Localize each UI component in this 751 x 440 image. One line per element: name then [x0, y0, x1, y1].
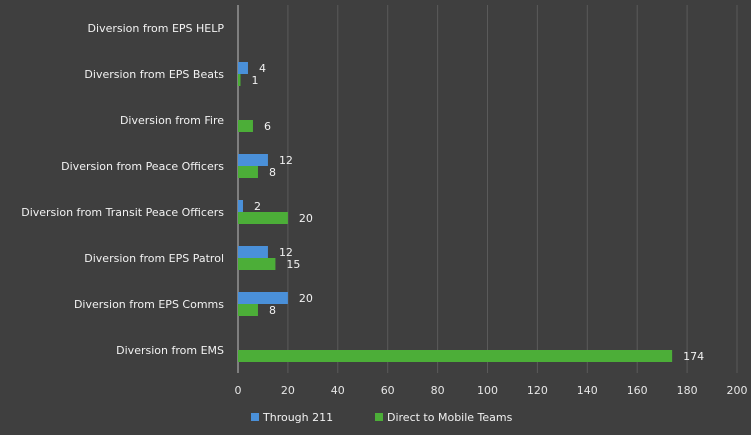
bar [238, 62, 248, 74]
data-label: 174 [683, 350, 704, 363]
x-tick-label: 200 [727, 384, 748, 397]
x-tick-label: 140 [577, 384, 598, 397]
bar [238, 154, 268, 166]
gridlines [287, 5, 738, 373]
data-label: 12 [279, 246, 293, 259]
bar [238, 246, 268, 258]
x-tick-label: 0 [235, 384, 242, 397]
x-tick-label: 20 [281, 384, 295, 397]
category-label: Diversion from EPS Beats [84, 68, 224, 81]
x-tick-label: 180 [677, 384, 698, 397]
legend-swatch [251, 413, 259, 421]
bar [238, 200, 243, 212]
bar [238, 74, 241, 86]
bar [238, 292, 288, 304]
bar [238, 350, 673, 362]
bar [238, 304, 258, 316]
legend: Through 211 Direct to Mobile Teams [251, 411, 513, 424]
data-label: 15 [286, 258, 300, 271]
category-label: Diversion from Fire [120, 114, 224, 127]
data-label: 8 [269, 166, 276, 179]
data-label: 20 [299, 292, 313, 305]
data-label: 6 [264, 120, 271, 133]
data-label: 4 [259, 62, 266, 75]
x-tick-label: 100 [477, 384, 498, 397]
legend-label: Direct to Mobile Teams [387, 411, 513, 424]
bar [238, 212, 288, 224]
bar [238, 120, 253, 132]
category-label: Diversion from EPS HELP [88, 22, 225, 35]
x-tick-label: 40 [331, 384, 345, 397]
data-label: 20 [299, 212, 313, 225]
category-label: Diversion from EMS [116, 344, 224, 357]
data-label: 1 [251, 74, 258, 87]
legend-label: Through 211 [262, 411, 333, 424]
bars [238, 62, 673, 362]
x-tick-label: 160 [627, 384, 648, 397]
data-label: 2 [254, 200, 261, 213]
legend-swatch [375, 413, 383, 421]
data-label: 12 [279, 154, 293, 167]
bar [238, 166, 258, 178]
bar [238, 258, 276, 270]
category-label: Diversion from EPS Comms [74, 298, 224, 311]
x-tick-label: 80 [431, 384, 445, 397]
category-label: Diversion from Peace Officers [61, 160, 224, 173]
category-label: Diversion from EPS Patrol [84, 252, 224, 265]
x-tick-label: 120 [527, 384, 548, 397]
data-label: 8 [269, 304, 276, 317]
labels: Diversion from EPS HELP Diversion from EP… [21, 22, 704, 363]
category-label: Diversion from Transit Peace Officers [21, 206, 224, 219]
x-tick-label: 60 [381, 384, 395, 397]
